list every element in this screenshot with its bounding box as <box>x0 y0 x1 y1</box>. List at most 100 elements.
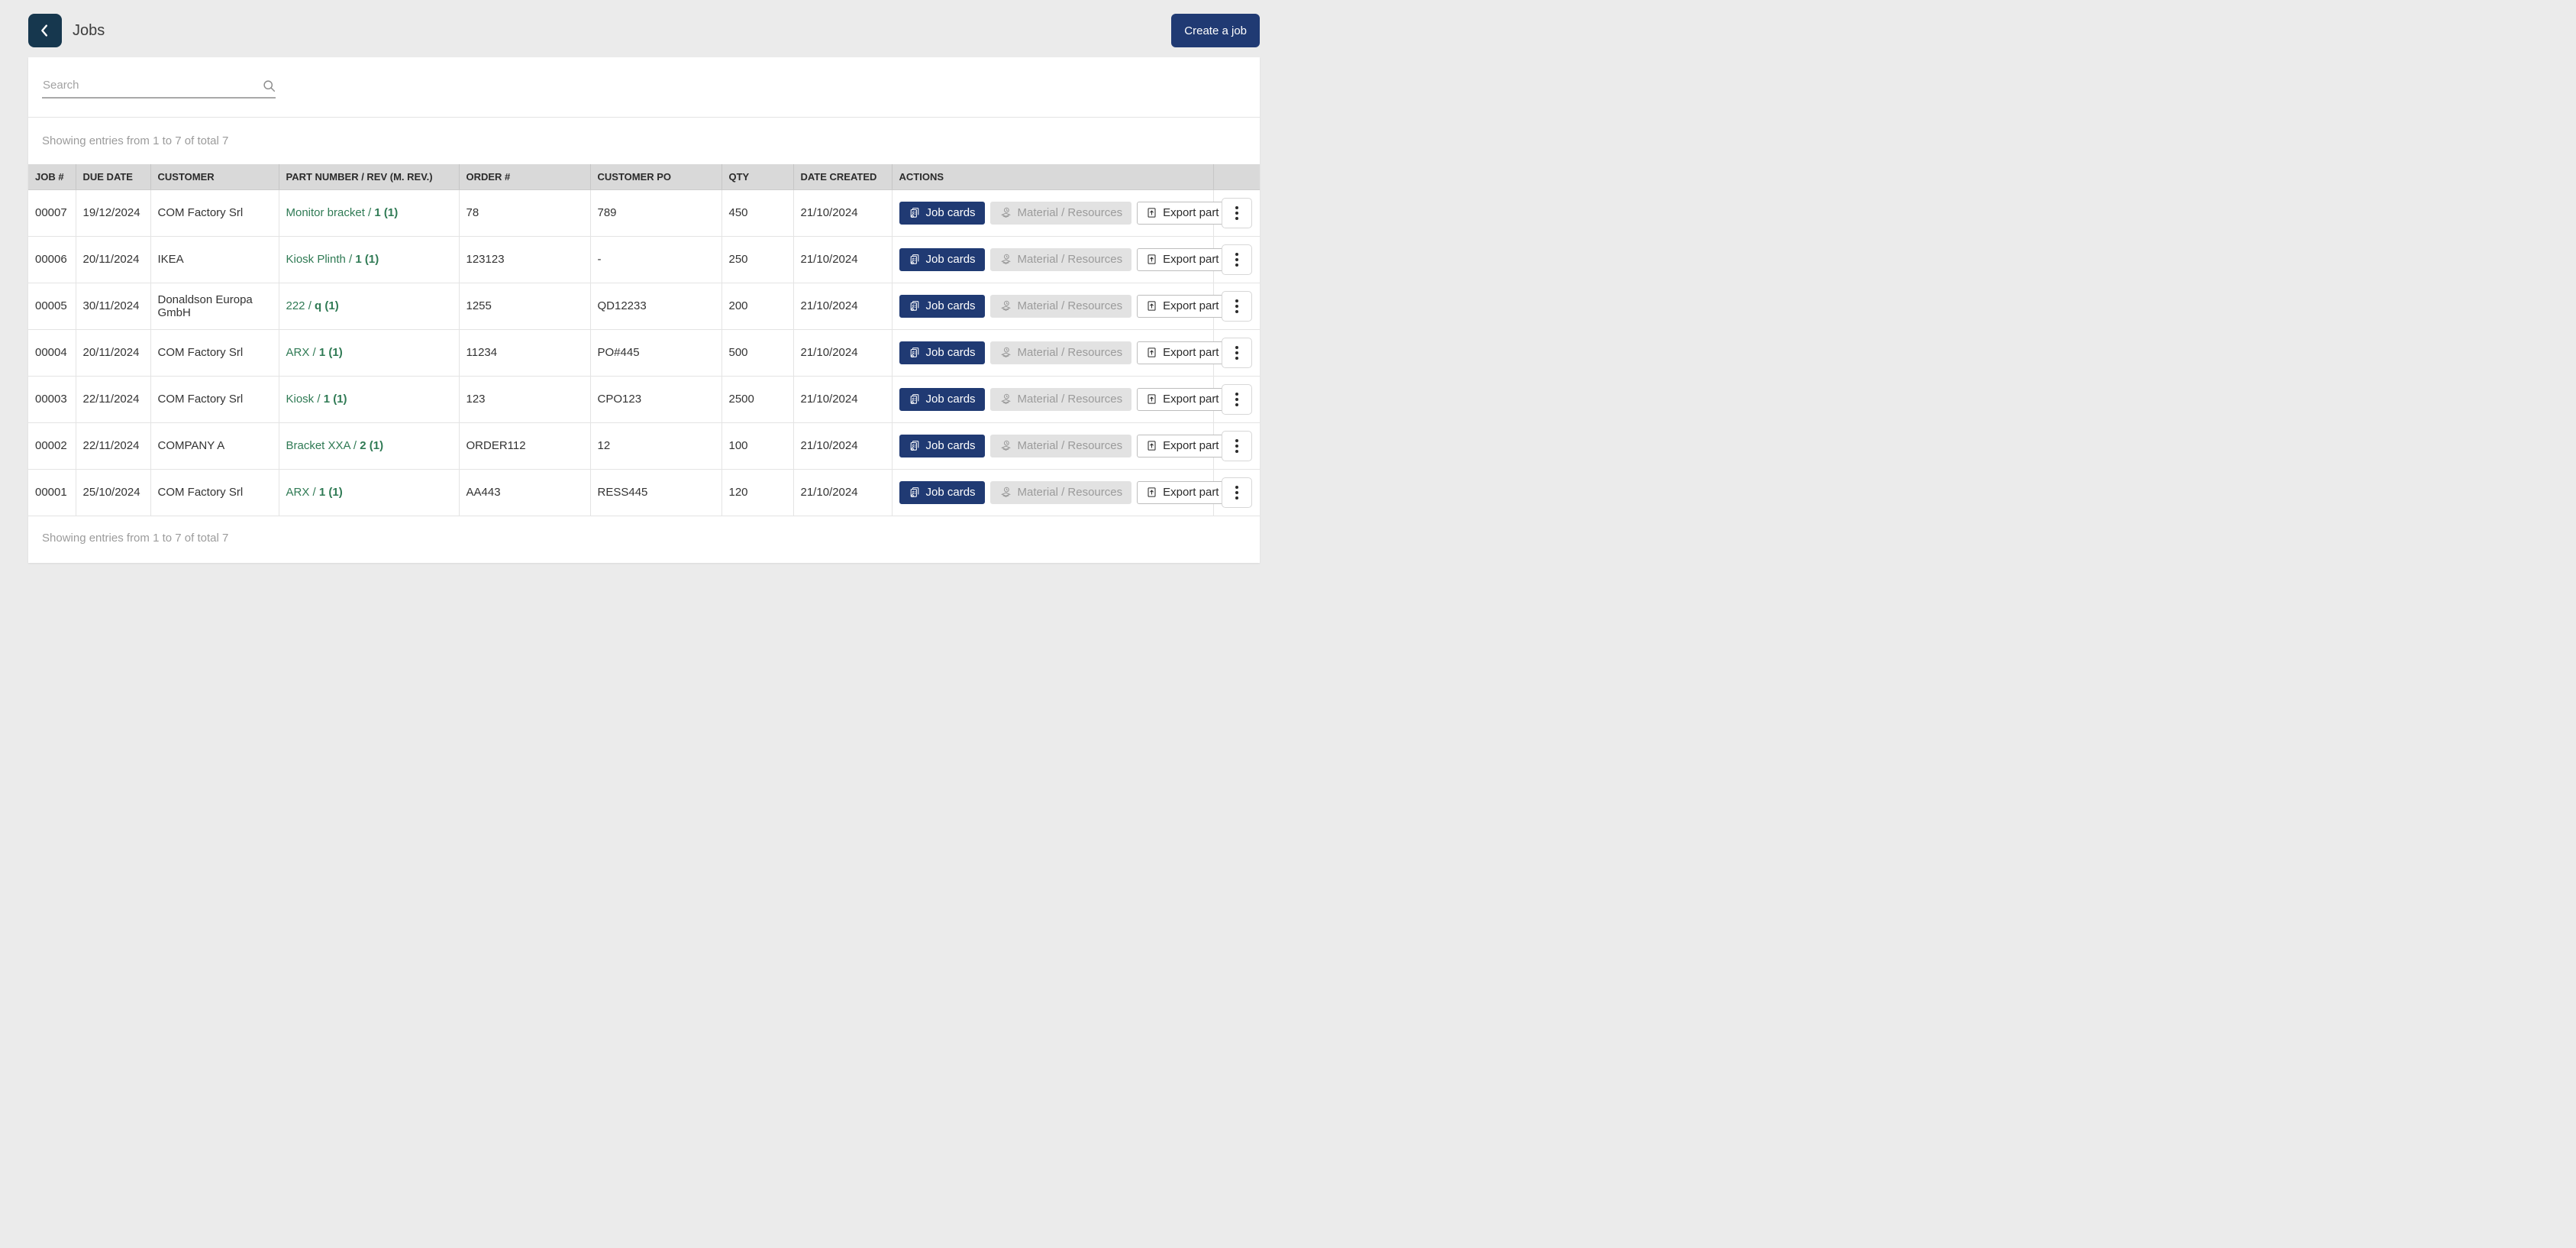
col-header-customer-po: CUSTOMER PO <box>590 164 722 190</box>
job-cards-button[interactable]: Job cards <box>899 294 985 318</box>
export-icon <box>1146 254 1157 265</box>
col-header-order: ORDER # <box>459 164 591 190</box>
material-resources-icon <box>999 253 1012 266</box>
material-resources-icon <box>999 486 1012 499</box>
row-menu-cell <box>1213 283 1260 330</box>
order-number-cell: AA443 <box>459 469 591 516</box>
customer-po-cell: 12 <box>590 422 722 470</box>
job-number-cell: 00006 <box>28 236 76 283</box>
export-icon <box>1146 300 1157 312</box>
table-row: 00005 30/11/2024 Donaldson Europa GmbH 2… <box>28 283 1260 330</box>
customer-cell: COM Factory Srl <box>150 469 279 516</box>
part-link[interactable]: 222 / q (1) <box>286 299 339 312</box>
job-cards-button[interactable]: Job cards <box>899 341 985 364</box>
search-input[interactable] <box>42 74 276 99</box>
part-link[interactable]: Kiosk Plinth / 1 (1) <box>286 253 379 266</box>
export-part-button[interactable]: Export part <box>1137 247 1228 271</box>
part-number-cell: Monitor bracket / 1 (1) <box>279 189 460 237</box>
customer-po-cell: RESS445 <box>590 469 722 516</box>
part-link[interactable]: ARX / 1 (1) <box>286 486 343 499</box>
row-menu-button[interactable] <box>1221 337 1252 368</box>
job-number-cell: 00004 <box>28 329 76 377</box>
export-icon <box>1146 347 1157 358</box>
job-cards-button[interactable]: Job cards <box>899 434 985 457</box>
part-link[interactable]: ARX / 1 (1) <box>286 346 343 359</box>
qty-cell: 500 <box>721 329 794 377</box>
row-menu-cell <box>1213 469 1260 516</box>
job-cards-button[interactable]: Job cards <box>899 480 985 504</box>
qty-cell: 2500 <box>721 376 794 423</box>
page-title: Jobs <box>73 21 105 39</box>
material-resources-button[interactable]: Material / Resources <box>989 480 1132 504</box>
kebab-menu-icon <box>1235 299 1238 313</box>
col-header-part-number: PART NUMBER / REV (M. REV.) <box>279 164 460 190</box>
row-menu-button[interactable] <box>1221 244 1252 275</box>
table-row: 00003 22/11/2024 COM Factory Srl Kiosk /… <box>28 376 1260 423</box>
part-link[interactable]: Kiosk / 1 (1) <box>286 393 347 406</box>
order-number-cell: 11234 <box>459 329 591 377</box>
col-header-customer: CUSTOMER <box>150 164 279 190</box>
kebab-menu-icon <box>1235 345 1238 360</box>
job-number-cell: 00003 <box>28 376 76 423</box>
job-cards-button[interactable]: Job cards <box>899 201 985 225</box>
job-cards-button[interactable]: Job cards <box>899 247 985 271</box>
row-menu-button[interactable] <box>1221 383 1252 415</box>
export-part-button[interactable]: Export part <box>1137 294 1228 318</box>
job-cards-icon <box>909 300 921 312</box>
customer-cell: COM Factory Srl <box>150 189 279 237</box>
due-date-cell: 19/12/2024 <box>76 189 151 237</box>
material-resources-button[interactable]: Material / Resources <box>989 294 1132 318</box>
due-date-cell: 20/11/2024 <box>76 236 151 283</box>
job-cards-button[interactable]: Job cards <box>899 387 985 411</box>
col-header-actions: ACTIONS <box>892 164 1214 190</box>
material-resources-icon <box>999 206 1012 219</box>
part-number-cell: ARX / 1 (1) <box>279 469 460 516</box>
export-part-button[interactable]: Export part <box>1137 341 1228 364</box>
row-menu-cell <box>1213 376 1260 423</box>
part-link[interactable]: Monitor bracket / 1 (1) <box>286 206 399 219</box>
table-row: 00006 20/11/2024 IKEA Kiosk Plinth / 1 (… <box>28 236 1260 283</box>
jobs-card: Showing entries from 1 to 7 of total 7 J… <box>28 57 1260 563</box>
material-resources-button[interactable]: Material / Resources <box>989 341 1132 364</box>
top-bar: Jobs Create a job <box>0 0 1288 47</box>
row-menu-button[interactable] <box>1221 290 1252 322</box>
job-cards-icon <box>909 347 921 359</box>
export-part-button[interactable]: Export part <box>1137 387 1228 411</box>
part-number-cell: Kiosk Plinth / 1 (1) <box>279 236 460 283</box>
row-menu-button[interactable] <box>1221 477 1252 508</box>
qty-cell: 100 <box>721 422 794 470</box>
actions-cell: Job cards Material / <box>892 376 1228 423</box>
customer-cell: COMPANY A <box>150 422 279 470</box>
material-resources-button[interactable]: Material / Resources <box>989 247 1132 271</box>
customer-cell: COM Factory Srl <box>150 329 279 377</box>
customer-po-cell: QD12233 <box>590 283 722 330</box>
job-cards-icon <box>909 440 921 452</box>
export-icon <box>1146 487 1157 498</box>
job-number-cell: 00007 <box>28 189 76 237</box>
export-part-button[interactable]: Export part <box>1137 434 1228 457</box>
row-menu-button[interactable] <box>1221 197 1252 228</box>
order-number-cell: ORDER112 <box>459 422 591 470</box>
order-number-cell: 78 <box>459 189 591 237</box>
col-header-qty: QTY <box>721 164 794 190</box>
customer-po-cell: PO#445 <box>590 329 722 377</box>
row-menu-button[interactable] <box>1221 430 1252 461</box>
back-button[interactable] <box>28 14 62 47</box>
material-resources-button[interactable]: Material / Resources <box>989 387 1132 411</box>
kebab-menu-icon <box>1235 205 1238 220</box>
material-resources-button[interactable]: Material / Resources <box>989 434 1132 457</box>
customer-po-cell: - <box>590 236 722 283</box>
customer-cell: IKEA <box>150 236 279 283</box>
job-cards-icon <box>909 393 921 406</box>
table-row: 00007 19/12/2024 COM Factory Srl Monitor… <box>28 189 1260 237</box>
search-section <box>28 57 1260 118</box>
job-number-cell: 00005 <box>28 283 76 330</box>
kebab-menu-icon <box>1235 392 1238 406</box>
create-job-button[interactable]: Create a job <box>1171 14 1260 47</box>
export-part-button[interactable]: Export part <box>1137 480 1228 504</box>
part-link[interactable]: Bracket XXA / 2 (1) <box>286 439 384 452</box>
col-header-due-date: DUE DATE <box>76 164 151 190</box>
export-part-button[interactable]: Export part <box>1137 201 1228 225</box>
material-resources-button[interactable]: Material / Resources <box>989 201 1132 225</box>
chevron-left-icon <box>37 22 53 39</box>
